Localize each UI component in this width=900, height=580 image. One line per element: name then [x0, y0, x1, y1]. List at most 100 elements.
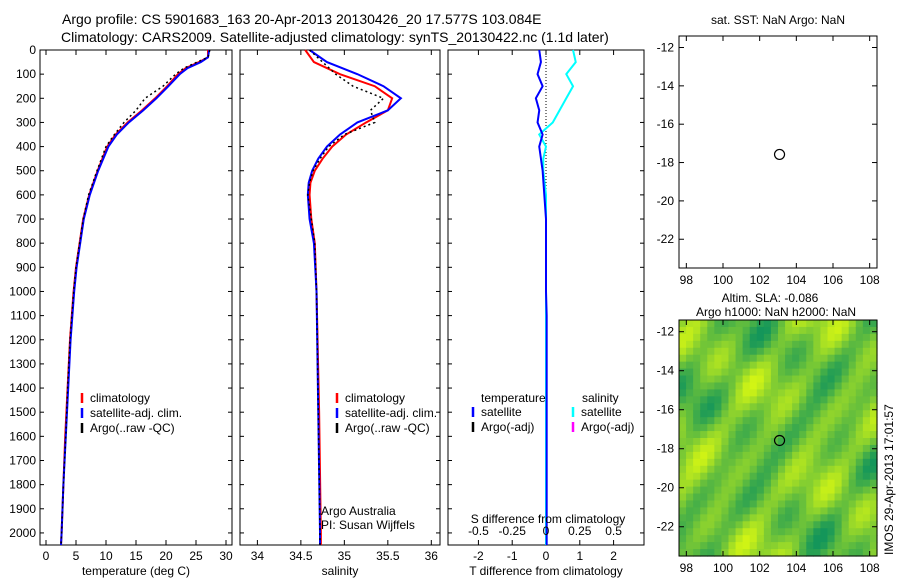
heatmap-cell	[749, 340, 758, 349]
heatmap-cell	[813, 410, 822, 418]
heatmap-cell	[742, 340, 751, 349]
heatmap-cell	[714, 451, 723, 460]
heatmap-cell	[862, 424, 871, 432]
heatmap-cell	[827, 521, 836, 529]
heatmap-cell	[799, 424, 807, 432]
heatmap-cell	[841, 354, 850, 363]
heatmap-cell	[827, 410, 836, 418]
heatmap-cell	[799, 417, 807, 425]
heatmap-cell	[679, 514, 687, 522]
heatmap-cell	[778, 528, 786, 536]
x-tick-label: 100	[713, 561, 733, 575]
heatmap-cell	[813, 417, 822, 425]
heatmap-cell	[862, 333, 871, 342]
heatmap-cell	[827, 396, 836, 404]
heatmap-cell	[735, 535, 744, 543]
heatmap-cell	[799, 382, 807, 391]
heatmap-cell	[742, 514, 751, 522]
sst-map-title: sat. SST: NaN Argo: NaN	[711, 13, 845, 27]
heatmap-cell	[806, 451, 814, 460]
heatmap-cell	[742, 396, 751, 404]
heatmap-cell	[820, 500, 829, 509]
heatmap-cell	[820, 347, 829, 356]
heatmap-cell	[778, 500, 786, 509]
heatmap-cell	[756, 361, 765, 370]
heatmap-cell	[763, 444, 772, 453]
heatmap-cell	[770, 479, 779, 488]
heatmap-cell	[728, 320, 737, 328]
heatmap-cell	[707, 403, 715, 411]
heatmap-cell	[862, 521, 871, 529]
heatmap-cell	[721, 465, 730, 474]
heatmap-cell	[834, 479, 843, 488]
heatmap-cell	[735, 340, 744, 349]
heatmap-cell	[778, 507, 786, 515]
heatmap-cell	[834, 549, 843, 557]
heatmap-cell	[792, 361, 800, 370]
x-tick-label: 34	[251, 549, 265, 563]
heatmap-cell	[827, 340, 836, 349]
heatmap-cell	[756, 521, 765, 529]
x-tick-label: 15	[129, 549, 143, 563]
heatmap-cell	[862, 382, 871, 391]
heatmap-cell	[806, 542, 814, 550]
heatmap-cell	[756, 410, 765, 418]
heatmap-cell	[707, 458, 715, 467]
heatmap-cell	[749, 549, 758, 557]
heatmap-cell	[848, 451, 857, 460]
x-axis-label: salinity	[322, 564, 359, 578]
heatmap-cell	[778, 493, 786, 502]
heatmap-cell	[848, 521, 857, 529]
heatmap-cell	[869, 514, 878, 522]
heatmap-cell	[785, 528, 793, 536]
heatmap-cell	[806, 500, 814, 509]
series-line-satellite-adj	[60, 49, 211, 546]
heatmap-cell	[728, 493, 737, 502]
heatmap-cell	[799, 472, 807, 481]
heatmap-cell	[806, 403, 814, 411]
title-line1: Argo profile: CS 5901683_163 20-Apr-2013…	[62, 11, 542, 27]
heatmap-cell	[827, 493, 836, 502]
y-tick-label: -22	[657, 520, 675, 534]
heatmap-cell	[679, 528, 687, 536]
heatmap-cell	[806, 424, 814, 432]
heatmap-cell	[763, 493, 772, 502]
heatmap-cell	[799, 514, 807, 522]
heatmap-cell	[820, 354, 829, 363]
heatmap-cell	[714, 368, 723, 377]
heatmap-cell	[778, 444, 786, 453]
heatmap-cell	[749, 347, 758, 356]
heatmap-cell	[728, 431, 737, 439]
x-tick-label: 104	[786, 273, 806, 287]
heatmap-cell	[827, 465, 836, 474]
heatmap-cell	[778, 424, 786, 432]
x-tick-label: 98	[680, 561, 694, 575]
heatmap-cell	[742, 424, 751, 432]
heatmap-cell	[756, 472, 765, 481]
heatmap-cell	[820, 542, 829, 550]
heatmap-cell	[742, 375, 751, 384]
heatmap-cell	[806, 396, 814, 404]
heatmap-cell	[799, 493, 807, 502]
heatmap-cell	[742, 500, 751, 509]
heatmap-cell	[728, 333, 737, 342]
heatmap-cell	[742, 320, 751, 328]
x-tick-label: 100	[713, 273, 733, 287]
heatmap-cell	[770, 410, 779, 418]
heatmap-cell	[813, 521, 822, 529]
heatmap-cell	[820, 368, 829, 377]
y-tick-label: 400	[16, 140, 36, 154]
heatmap-cell	[756, 354, 765, 363]
heatmap-cell	[841, 507, 850, 515]
heatmap-cell	[841, 375, 850, 384]
heatmap-cell	[813, 375, 822, 384]
heatmap-cell	[686, 410, 694, 418]
heatmap-cell	[693, 514, 701, 522]
x-tick-label: 20	[159, 549, 173, 563]
heatmap-cell	[728, 389, 737, 397]
heatmap-cell	[756, 326, 765, 335]
heatmap-cell	[855, 396, 864, 404]
heatmap-cell	[728, 361, 737, 370]
heatmap-cell	[806, 486, 814, 495]
heatmap-cell	[714, 354, 723, 363]
